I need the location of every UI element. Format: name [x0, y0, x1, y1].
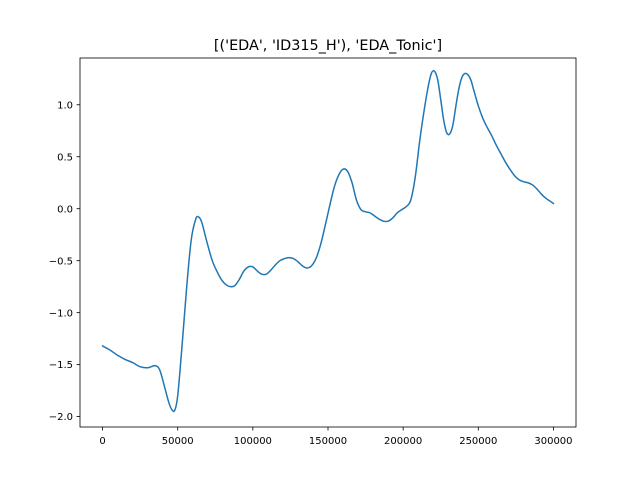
y-tick-label: −2.0: [49, 412, 73, 423]
series-line: [101, 70, 555, 413]
x-axis: 0 50000 100000 150000 200000 250000 300000: [99, 427, 573, 447]
x-tick-label: 300000: [534, 436, 572, 447]
x-tick-label: 250000: [459, 436, 497, 447]
x-tick-label: 50000: [162, 436, 194, 447]
x-tick-label: 150000: [309, 436, 347, 447]
y-tick-label: 1.0: [57, 100, 73, 111]
y-tick-label: 0.5: [57, 152, 73, 163]
plot-frame: [79, 57, 577, 428]
y-tick-label: 0.0: [57, 204, 73, 215]
chart-title: [('EDA', 'ID315_H'), 'EDA_Tonic']: [214, 38, 442, 54]
plot-area: [80, 58, 576, 427]
x-tick-label: 0: [99, 436, 105, 447]
x-tick-label: 100000: [234, 436, 272, 447]
y-tick-label: −0.5: [49, 256, 73, 267]
y-axis: −2.0 −1.5 −1.0 −0.5 0.0 0.5 1.0: [49, 100, 80, 423]
y-tick-label: −1.5: [49, 360, 73, 371]
y-tick-label: −1.0: [49, 308, 73, 319]
x-tick-label: 200000: [384, 436, 422, 447]
